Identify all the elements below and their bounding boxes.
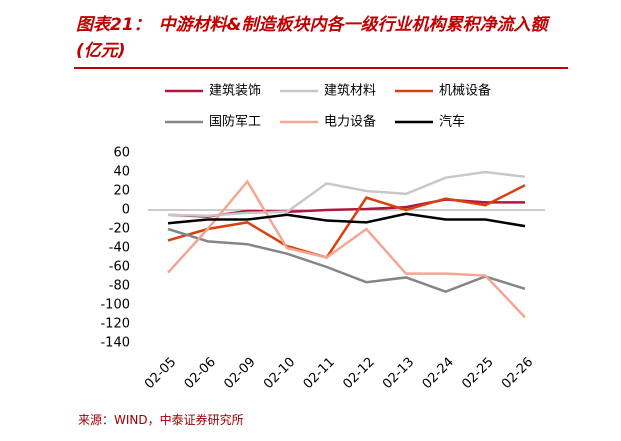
- x-tick-label: 02-05: [142, 355, 179, 392]
- title-text: 中游材料&制造板块内各一级行业机构累积净流入额(亿元): [76, 15, 548, 61]
- y-tick-label: -140: [100, 336, 130, 351]
- source: 来源：WIND，中泰证券研究所: [78, 413, 244, 427]
- x-tick-label: 02-12: [340, 355, 377, 392]
- legend-label: 机械设备: [439, 83, 491, 99]
- title-label: 图表21：: [76, 15, 151, 35]
- y-tick-label: 0: [122, 203, 130, 218]
- y-tick-label: 20: [113, 184, 130, 199]
- x-tick-label: 02-13: [380, 355, 417, 392]
- series-line: [167, 170, 526, 217]
- legend-label: 国防军工: [209, 114, 261, 130]
- x-tick-label: 02-25: [459, 355, 496, 392]
- x-tick-label: 02-10: [261, 355, 298, 392]
- series-line: [167, 179, 526, 319]
- chart-title: 图表21： 中游材料&制造板块内各一级行业机构累积净流入额(亿元): [76, 12, 566, 64]
- legend-label: 建筑装饰: [209, 83, 261, 99]
- legend-label: 汽车: [439, 114, 465, 130]
- y-tick-label: -120: [100, 317, 130, 332]
- x-tick-label: 02-24: [420, 355, 457, 392]
- y-tick-label: -80: [109, 279, 130, 294]
- series-line: [167, 227, 526, 294]
- series-line: [167, 184, 526, 259]
- x-tick-label: 02-11: [301, 355, 338, 392]
- title-rule: [74, 67, 568, 69]
- y-tick-label: -100: [100, 298, 130, 313]
- y-tick-label: -60: [109, 260, 130, 275]
- legend-label: 电力设备: [324, 114, 376, 130]
- x-tick-label: 02-09: [221, 355, 258, 392]
- x-tick-label: 02-26: [499, 355, 536, 392]
- series-line: [167, 212, 526, 228]
- x-tick-label: 02-06: [182, 355, 219, 392]
- y-tick-label: -40: [109, 241, 130, 256]
- y-tick-label: 40: [113, 165, 130, 180]
- legend-label: 建筑材料: [324, 83, 376, 99]
- y-tick-label: -20: [109, 222, 130, 237]
- y-tick-label: 60: [113, 146, 130, 161]
